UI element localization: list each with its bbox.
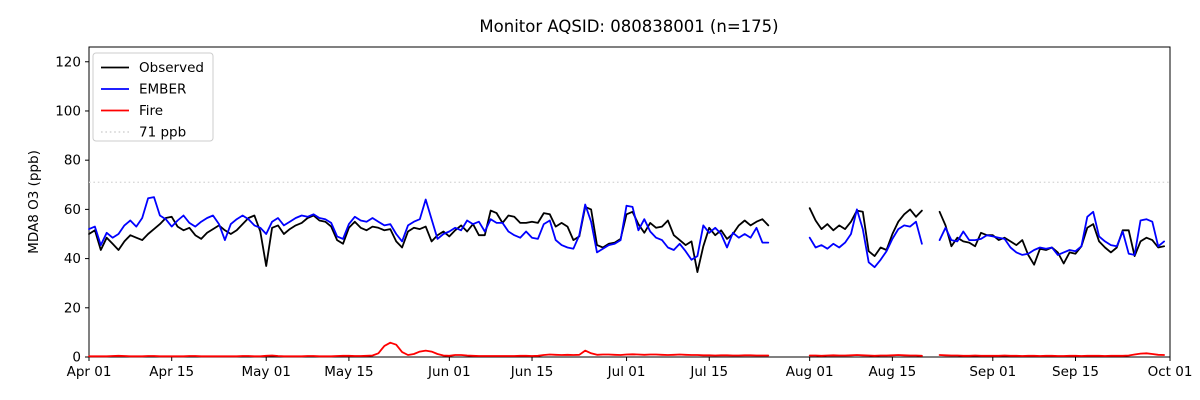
x-tick-label: Oct 01: [1148, 364, 1193, 380]
legend-label: Fire: [139, 103, 163, 119]
legend-group: Observed EMBER Fire 71 ppb: [92, 52, 214, 142]
legend-box: [92, 52, 214, 142]
y-tick-label: 120: [55, 54, 81, 70]
x-tick-label: Jun 15: [510, 364, 554, 380]
series-fire-line: [88, 341, 1165, 358]
x-tick-label: Apr 15: [149, 364, 194, 380]
y-tick-label: 80: [64, 153, 81, 169]
legend-label: EMBER: [139, 82, 186, 98]
x-tick-label: Sep 01: [969, 364, 1016, 380]
x-tick-label: May 15: [324, 364, 373, 380]
x-tick-label: Sep 15: [1052, 364, 1099, 380]
x-tick-label: Jul 01: [607, 364, 646, 380]
y-tick-label: 100: [55, 103, 81, 119]
x-tick-label: Aug 01: [786, 364, 834, 380]
y-tick-label: 0: [72, 350, 81, 366]
data-series-group: [88, 196, 1165, 358]
x-tick-label: Jul 15: [689, 364, 728, 380]
plot-frame: [88, 46, 1171, 358]
y-tick-label: 20: [64, 300, 81, 316]
legend-label: Observed: [139, 60, 204, 76]
y-axis-label: MDA8 O3 (ppb): [26, 150, 42, 254]
y-tick-label: 40: [64, 251, 81, 267]
x-tick-label: Jun 01: [427, 364, 471, 380]
series-ember-line: [88, 196, 1165, 269]
chart-title: Monitor AQSID: 080838001 (n=175): [479, 17, 778, 36]
x-tick-label: Apr 01: [67, 364, 112, 380]
x-tick-label: May 01: [242, 364, 291, 380]
series-observed-line: [88, 206, 1165, 273]
x-tick-label: Aug 15: [868, 364, 916, 380]
y-tick-label: 60: [64, 202, 81, 218]
legend-label: 71 ppb: [139, 125, 186, 141]
axis-ticks-group: Apr 01 Apr 15 May 01 May 15 Jun 01 Jun 15 Jul …: [55, 54, 1192, 380]
